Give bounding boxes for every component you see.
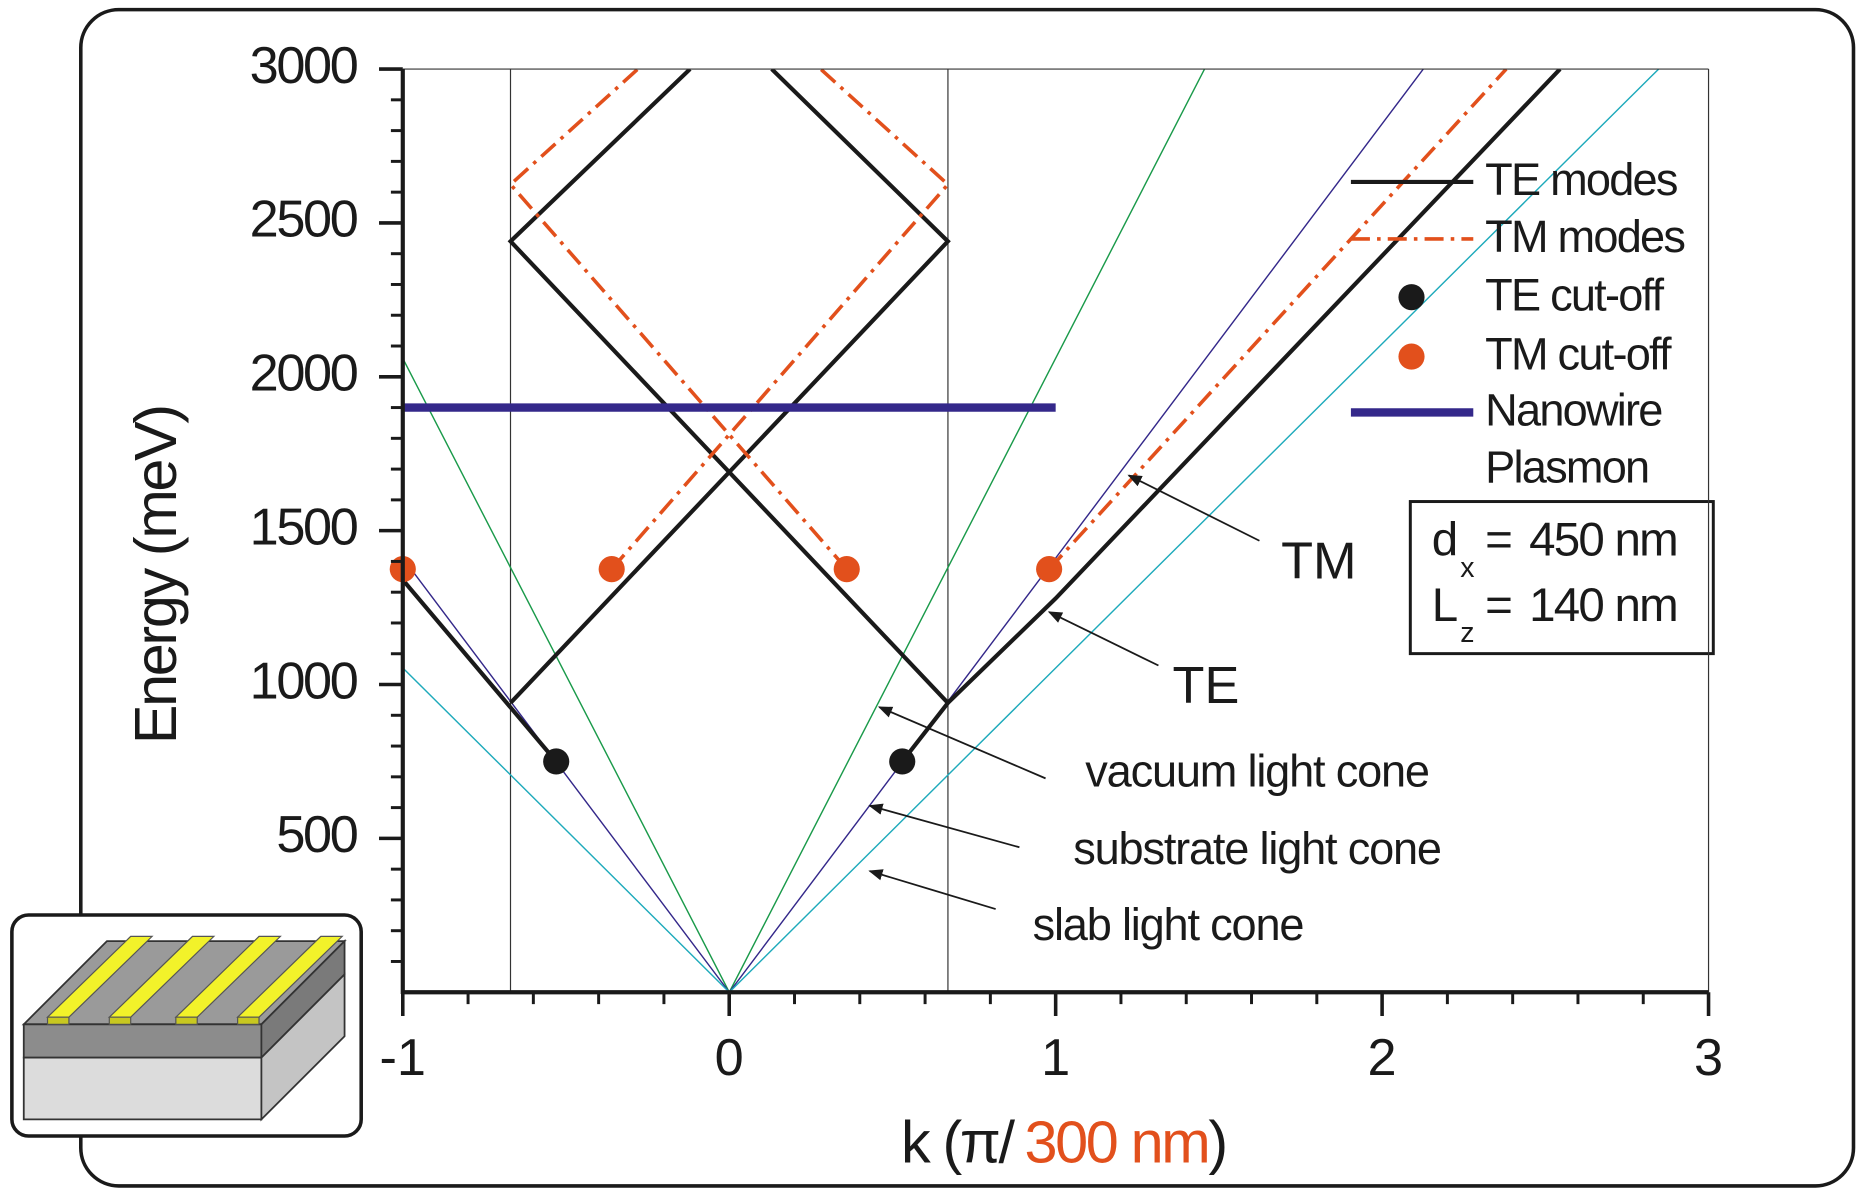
page: Energy (meV) k (π/300 nm) 500 1000 1500 200…: [0, 0, 1863, 1192]
y-tick-label: 2000: [250, 345, 358, 403]
legend-marker: [1398, 284, 1424, 310]
param-subscript: z: [1460, 617, 1474, 649]
legend-label: TE modes: [1485, 152, 1841, 209]
legend-entry: Nanowire Plasmon: [1485, 383, 1687, 514]
x-label-part: k (π/: [901, 1108, 1015, 1175]
x-axis-label: k (π/300 nm): [901, 1108, 1226, 1175]
param-symbol: L: [1432, 579, 1458, 632]
annotation: TE: [1173, 657, 1240, 715]
y-tick-label: 500: [276, 806, 357, 864]
legend-label: TM modes: [1485, 209, 1841, 266]
y-tick-label: 1000: [250, 652, 358, 710]
param-value: 450 nm: [1529, 514, 1677, 567]
cutoff-point: [599, 556, 625, 582]
y-tick-label: 3000: [250, 37, 358, 95]
param-value: 140 nm: [1529, 579, 1677, 632]
annotation: TM: [1281, 532, 1356, 590]
param-symbol: d: [1432, 514, 1458, 567]
legend-label: TM cut-off: [1485, 327, 1841, 384]
param-equals: =: [1485, 514, 1513, 567]
light-cone-label: slab light cone: [1033, 899, 1304, 950]
y-tick-label: 2500: [250, 191, 358, 249]
x-label-part: 300 nm: [1024, 1108, 1208, 1175]
y-axis-label: Energy (meV): [122, 406, 189, 744]
cutoff-point: [1036, 556, 1062, 582]
cutoff-point: [834, 556, 860, 582]
x-label-part: ): [1208, 1108, 1225, 1175]
legend-marker: [1398, 344, 1424, 370]
x-tick-label: 1: [1041, 1029, 1070, 1087]
param-subscript: x: [1460, 552, 1474, 584]
cutoff-point: [543, 748, 569, 774]
legend-label: TE cut-off: [1485, 267, 1841, 324]
light-cone-label: substrate light cone: [1073, 823, 1441, 874]
y-tick-label: 1500: [250, 498, 358, 556]
x-tick-label: -1: [380, 1029, 426, 1087]
x-tick-label: 0: [715, 1029, 744, 1087]
cutoff-point: [889, 748, 915, 774]
inset-illustration: [12, 915, 361, 1136]
chart: Energy (meV) k (π/300 nm) 500 1000 1500 200…: [0, 0, 1863, 1192]
legend-label: Nanowire Plasmon: [1485, 383, 1687, 497]
x-tick-label: 3: [1694, 1029, 1723, 1087]
light-cone-label: vacuum light cone: [1085, 746, 1429, 797]
param-equals: =: [1485, 579, 1513, 632]
x-tick-label: 2: [1368, 1029, 1397, 1087]
